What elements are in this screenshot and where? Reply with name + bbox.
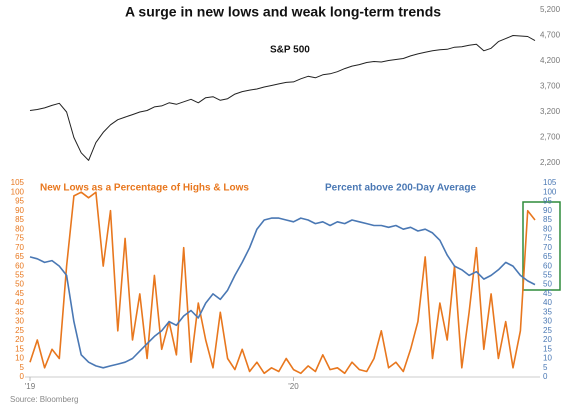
y-tick-label: 4,200 [540, 56, 561, 65]
y2-tick-label: 50 [543, 280, 552, 289]
y2-tick-label: 95 [543, 197, 552, 206]
highlight-box [522, 201, 561, 291]
y-tick-label: 2,200 [540, 158, 561, 167]
y2-tick-label: 0 [543, 372, 548, 381]
y2-tick-label: 20 [543, 335, 552, 344]
y2-tick-label: 90 [543, 206, 552, 215]
y-tick-label: 2,700 [540, 133, 561, 142]
y-tick-label: 70 [15, 243, 24, 252]
series-line [29, 35, 536, 161]
chart-title: A surge in new lows and weak long-term t… [125, 4, 441, 20]
y-tick-label: 25 [15, 326, 24, 335]
series-label: S&P 500 [270, 45, 310, 56]
y-tick-label: 10 [15, 354, 24, 363]
y-tick-label: 3,200 [540, 107, 561, 116]
y2-tick-label: 80 [543, 224, 552, 233]
series-line [29, 191, 536, 375]
x-tick-label: '19 [25, 382, 36, 391]
y2-tick-label: 85 [543, 215, 552, 224]
y-tick-label: 5,200 [540, 5, 561, 14]
y-tick-label: 90 [15, 206, 24, 215]
y-tick-label: 45 [15, 289, 24, 298]
y2-tick-label: 105 [543, 178, 557, 187]
y-tick-label: 75 [15, 234, 24, 243]
y2-tick-label: 100 [543, 187, 557, 196]
y2-tick-label: 70 [543, 243, 552, 252]
y2-tick-label: 25 [543, 326, 552, 335]
y-tick-label: 15 [15, 344, 24, 353]
y-tick-label: 60 [15, 261, 24, 270]
series-label: New Lows as a Percentage of Highs & Lows [40, 183, 249, 194]
y-tick-label: 80 [15, 224, 24, 233]
y-tick-label: 65 [15, 252, 24, 261]
y-tick-label: 85 [15, 215, 24, 224]
y2-tick-label: 40 [543, 298, 552, 307]
y2-tick-label: 35 [543, 307, 552, 316]
y-tick-label: 4,700 [540, 31, 561, 40]
y-tick-label: 20 [15, 335, 24, 344]
y2-tick-label: 55 [543, 270, 552, 279]
y-tick-label: 105 [11, 178, 25, 187]
y-tick-label: 35 [15, 307, 24, 316]
y-tick-label: 3,700 [540, 82, 561, 91]
y2-tick-label: 45 [543, 289, 552, 298]
y-tick-label: 40 [15, 298, 24, 307]
y-tick-label: 55 [15, 270, 24, 279]
y2-tick-label: 30 [543, 317, 552, 326]
x-tick-label: '20 [288, 382, 299, 391]
y2-tick-label: 15 [543, 344, 552, 353]
series-label: Percent above 200-Day Average [325, 183, 476, 194]
y2-tick-label: 60 [543, 261, 552, 270]
y2-tick-label: 10 [543, 354, 552, 363]
y2-tick-label: 75 [543, 234, 552, 243]
y-tick-label: 95 [15, 197, 24, 206]
series-line [29, 217, 536, 369]
y-tick-label: 5 [20, 363, 25, 372]
y2-tick-label: 65 [543, 252, 552, 261]
y-tick-label: 50 [15, 280, 24, 289]
y-tick-label: 100 [11, 187, 25, 196]
y-tick-label: 30 [15, 317, 24, 326]
source: Source: Bloomberg [10, 395, 78, 404]
y-tick-label: 0 [20, 372, 25, 381]
y2-tick-label: 5 [543, 363, 548, 372]
